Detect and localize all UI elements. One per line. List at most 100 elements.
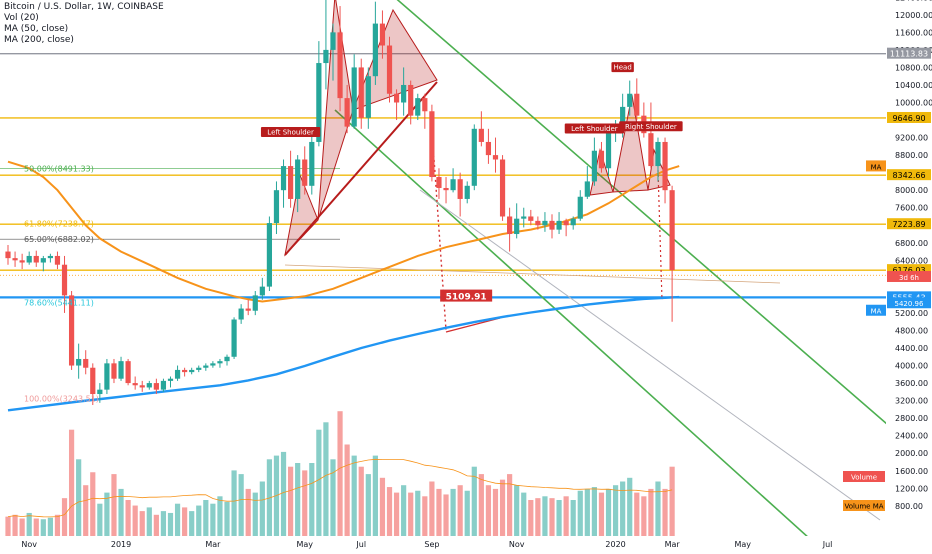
- candle: [535, 216, 541, 230]
- candle-body: [563, 220, 569, 226]
- volume-bar: [563, 496, 569, 536]
- candle: [351, 54, 357, 129]
- fib-label: 65.00%(6882.02): [24, 235, 94, 244]
- candle: [415, 93, 421, 121]
- candle-body: [146, 383, 152, 388]
- target-projection: [431, 129, 447, 331]
- candle: [627, 80, 633, 116]
- pattern-label: Left Shoulder: [571, 125, 618, 133]
- candle-body: [422, 98, 428, 112]
- candle-body: [330, 32, 336, 50]
- candle-body: [344, 98, 350, 127]
- axis-badge-label: MA: [871, 163, 882, 171]
- candle-body: [189, 369, 195, 373]
- y-tick-label: 1600.00: [895, 467, 928, 476]
- candle-body: [217, 361, 223, 364]
- y-tick-label: 8800.00: [895, 151, 928, 160]
- candle: [182, 367, 188, 377]
- candle-body: [535, 220, 541, 226]
- x-tick-label: Jul: [355, 540, 366, 549]
- x-tick-label: Nov: [21, 540, 37, 549]
- candle-body: [514, 218, 520, 235]
- volume-bar: [189, 511, 195, 536]
- volume-bar: [40, 519, 46, 536]
- candle: [231, 317, 237, 359]
- x-tick-label: Jul: [822, 540, 833, 549]
- target-label-bg: [440, 289, 493, 302]
- candle: [542, 212, 548, 232]
- candle: [238, 304, 244, 324]
- candle-body: [662, 141, 668, 191]
- volume-bar: [598, 492, 605, 536]
- candle-body: [415, 98, 421, 116]
- candle-body: [26, 255, 32, 263]
- volume-bar: [125, 500, 131, 536]
- candle-body: [605, 133, 612, 169]
- volume-bar: [358, 466, 364, 536]
- candle: [605, 128, 612, 178]
- volume-bar: [499, 479, 506, 536]
- y-tick-label: 6800.00: [895, 239, 928, 248]
- volume-bar: [182, 507, 188, 536]
- pattern-label-bg: [611, 62, 634, 73]
- price-axis: 12400.0012000.0011600.0011200.0010800.00…: [866, 0, 932, 550]
- volume-bar: [238, 474, 244, 536]
- candle-body: [5, 251, 11, 259]
- candle-body: [648, 133, 654, 167]
- candle-body: [507, 216, 513, 235]
- volume-bar: [139, 511, 145, 536]
- volume-bar: [330, 459, 336, 536]
- candle: [153, 378, 159, 395]
- volume-bar: [584, 488, 590, 536]
- candle: [139, 380, 145, 392]
- y-tick-label: 6400.00: [895, 256, 928, 265]
- candle: [584, 166, 590, 199]
- candle-body: [620, 106, 626, 129]
- volume-bar: [118, 488, 124, 536]
- target-projection-2: [657, 169, 663, 301]
- target-arrow: [445, 317, 501, 333]
- candle: [68, 291, 75, 370]
- volume-bar: [436, 488, 442, 536]
- volume-bar: [365, 474, 371, 536]
- volume-bar: [605, 488, 612, 536]
- volume-bar: [337, 411, 343, 536]
- y-tick-label: 1200.00: [895, 484, 928, 493]
- candle: [47, 253, 53, 263]
- volume-bar: [471, 466, 477, 536]
- candle: [104, 358, 110, 395]
- candle-body: [577, 196, 583, 219]
- legend-ma200: MA (200, close): [4, 35, 74, 45]
- volume-bar: [401, 485, 407, 536]
- volume-bar: [379, 477, 386, 536]
- fib-label: 61.80%(7238.77): [24, 220, 94, 229]
- candle: [288, 150, 294, 208]
- level-badge: [887, 264, 931, 276]
- volume-bar: [577, 490, 583, 536]
- candle: [203, 363, 209, 371]
- volume-bar: [76, 459, 82, 536]
- volume-badge-label: Volume MA: [844, 503, 883, 511]
- candle-body: [556, 220, 562, 230]
- candle: [507, 207, 513, 252]
- candle: [167, 376, 174, 388]
- candle-body: [393, 93, 400, 103]
- axis-badge-label: 3d 6h: [899, 274, 919, 282]
- level-badge: [887, 218, 931, 230]
- level-badge-label: 9646.90: [892, 114, 925, 123]
- candle-body: [323, 49, 329, 64]
- chart-legend: Bitcoin / U.S. Dollar, 1W, COINBASE Vol …: [4, 2, 164, 46]
- pattern-label: Right Shoulder: [625, 123, 677, 131]
- volume-badge: [843, 471, 885, 482]
- volume-bar: [549, 498, 555, 536]
- candle: [111, 358, 117, 384]
- volume-bar: [231, 470, 237, 536]
- candle: [245, 299, 251, 316]
- candle-body: [182, 369, 188, 373]
- x-tick-label: Mar: [665, 540, 681, 549]
- candle: [19, 253, 25, 270]
- candle: [132, 376, 138, 390]
- volume-bar: [160, 511, 167, 536]
